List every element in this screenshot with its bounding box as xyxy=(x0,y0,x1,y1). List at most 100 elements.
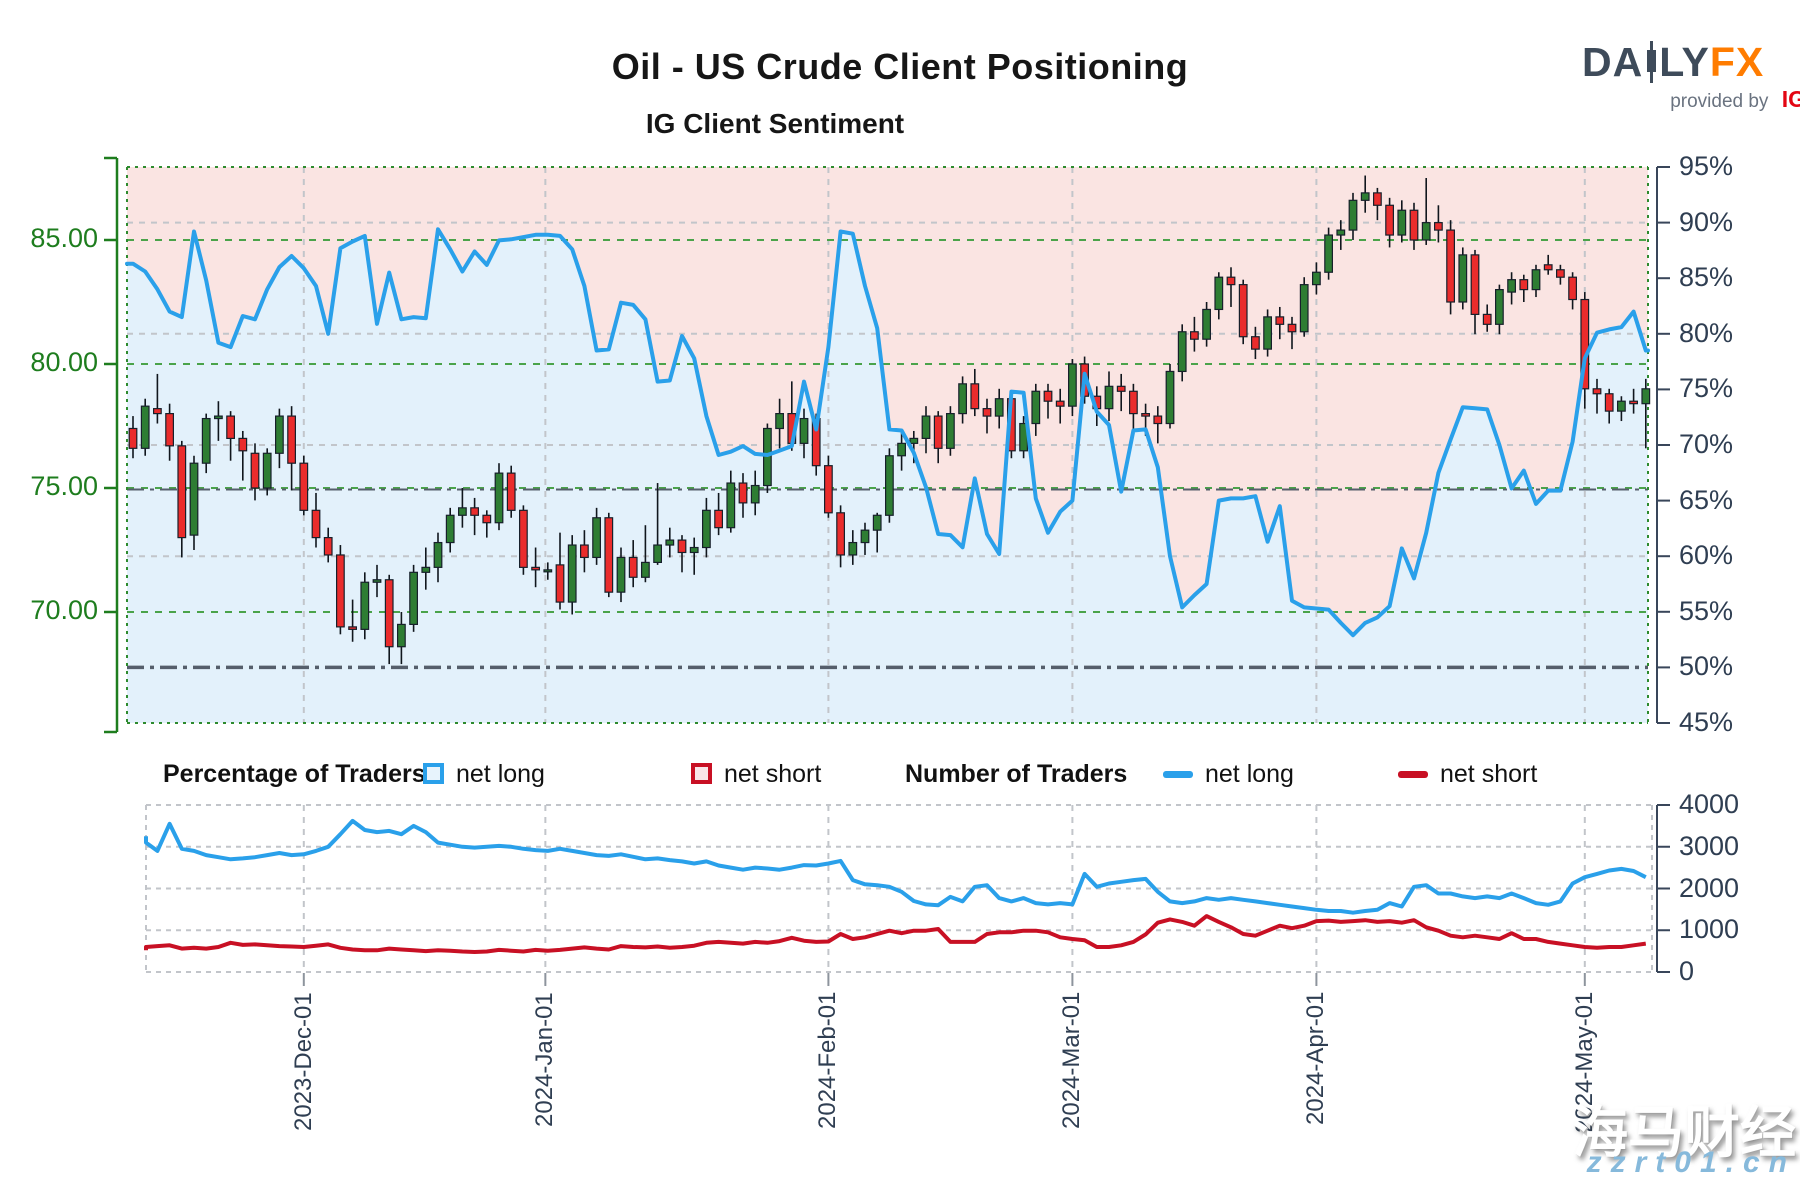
candle-body xyxy=(1299,284,1309,333)
candle-body xyxy=(214,415,223,420)
candle-body xyxy=(653,544,662,563)
candle-body xyxy=(1177,331,1187,373)
candle-body xyxy=(1482,313,1492,325)
candle-body xyxy=(994,398,1004,417)
candle-body xyxy=(945,413,955,449)
candle-body xyxy=(1470,254,1480,316)
candle-body xyxy=(604,517,614,593)
dailyfx-logo: DA LY FX provided by IG xyxy=(1582,40,1800,113)
pct-tick-label: 60% xyxy=(1679,540,1734,571)
candle-body xyxy=(445,514,455,544)
pct-tick-label: 50% xyxy=(1679,651,1734,682)
candle-body xyxy=(1494,289,1504,325)
candle-body xyxy=(421,566,431,573)
candle-body xyxy=(1067,363,1077,407)
candle-body xyxy=(921,415,931,439)
candle-body xyxy=(897,442,906,457)
candle-body xyxy=(933,415,943,449)
candle-body xyxy=(201,417,211,464)
candle-body xyxy=(1043,390,1053,402)
candle-body xyxy=(567,544,577,603)
candlestick-icon xyxy=(1645,41,1657,83)
candle-body xyxy=(275,415,284,454)
candle-body xyxy=(531,566,540,571)
candle-body xyxy=(336,554,345,628)
candle-body xyxy=(836,512,845,556)
candle-body xyxy=(579,544,589,559)
candle-body xyxy=(1592,388,1602,395)
candle-body xyxy=(494,472,504,524)
candle-body xyxy=(1214,276,1224,311)
legend-pct-net-short-label: net short xyxy=(724,760,822,788)
candle-body xyxy=(701,509,711,549)
candle-body xyxy=(299,462,309,511)
candle-body xyxy=(1263,316,1273,350)
candle-body xyxy=(140,405,150,449)
legend-num-net-short-label: net short xyxy=(1440,760,1538,788)
pct-tick-label: 70% xyxy=(1679,429,1734,459)
candle-body xyxy=(372,579,382,583)
candle-body xyxy=(775,413,784,430)
candle-body xyxy=(1141,413,1151,417)
candle-body xyxy=(1409,209,1419,241)
candle-body xyxy=(726,482,736,529)
candle-body xyxy=(762,427,772,487)
candle-body xyxy=(884,455,894,516)
candle-body xyxy=(1031,390,1041,425)
pct-tick-label: 75% xyxy=(1679,373,1734,404)
candle-body xyxy=(750,484,760,504)
page-title: Oil - US Crude Client Positioning xyxy=(611,46,1189,87)
count-tick-label: 0 xyxy=(1679,956,1695,986)
candle-body xyxy=(1104,385,1114,410)
legend-pct-net-short-swatch xyxy=(691,763,712,784)
month-tick-label: 2024-Jan-01 xyxy=(531,992,559,1127)
legend-pct-net-long-label: net long xyxy=(456,760,545,788)
candle-body xyxy=(1616,400,1626,412)
candle-body xyxy=(287,415,296,464)
legend-pct-group-title: Percentage of Traders xyxy=(163,760,426,788)
logo-text-ly: LY xyxy=(1659,39,1710,85)
candle-body xyxy=(1226,276,1236,286)
candle-body xyxy=(397,623,406,648)
candle-body xyxy=(409,571,418,626)
candle-body xyxy=(189,462,199,536)
candle-body xyxy=(311,509,321,539)
candle-body xyxy=(982,408,992,417)
candle-body xyxy=(1336,229,1346,236)
candle-body xyxy=(1238,284,1248,338)
candle-body xyxy=(1360,192,1370,201)
legend-num-net-long-swatch xyxy=(1163,771,1193,778)
candle-body xyxy=(226,415,236,439)
candle-body xyxy=(238,437,248,452)
candle-body xyxy=(1311,271,1321,286)
pct-tick-label: 95% xyxy=(1679,151,1734,181)
chart-subtitle: IG Client Sentiment xyxy=(645,108,905,139)
candle-body xyxy=(1531,269,1541,291)
pct-tick-label: 65% xyxy=(1679,484,1734,515)
candle-body xyxy=(1433,222,1443,231)
candle-body xyxy=(348,626,357,630)
traders-net-long-line xyxy=(144,818,1647,915)
net-long-pct-line xyxy=(125,227,1650,638)
candle-body xyxy=(1287,323,1297,333)
pct-tick-label: 85% xyxy=(1679,262,1734,293)
candle-body xyxy=(1348,199,1358,231)
price-tick-label: 80.00 xyxy=(30,347,98,377)
candle-body xyxy=(665,539,675,546)
candle-body xyxy=(1116,385,1126,392)
candle-body xyxy=(384,579,394,648)
month-tick-label: 2024-Apr-01 xyxy=(1302,992,1330,1126)
logo-provided-by-text: provided by xyxy=(1670,91,1769,112)
candle-body xyxy=(1507,279,1517,293)
candle-body xyxy=(640,561,650,578)
legend-num-net-short-swatch xyxy=(1398,771,1428,778)
candle-body xyxy=(592,517,601,559)
candle-body xyxy=(1372,192,1382,206)
logo-text-fx: FX xyxy=(1709,39,1765,85)
candle-body xyxy=(153,408,162,415)
candle-body xyxy=(1519,279,1529,291)
candle-body xyxy=(1446,229,1456,303)
candle-body xyxy=(262,452,272,489)
candle-body xyxy=(555,564,565,603)
